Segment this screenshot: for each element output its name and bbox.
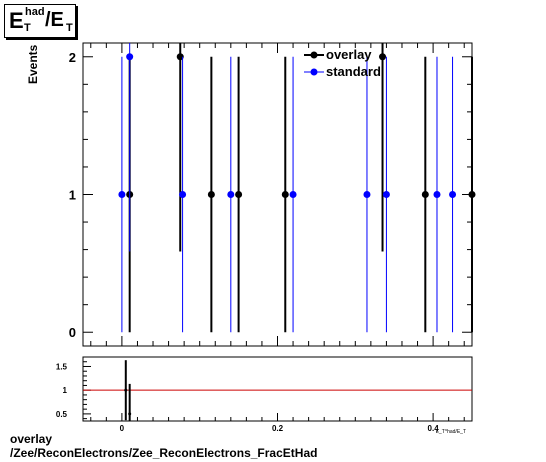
overlay-point bbox=[207, 191, 215, 198]
y-tick-label: 1 bbox=[69, 188, 76, 203]
ratio-x-tick-label: 0.4 bbox=[428, 424, 440, 433]
ratio-x-axis-label: E_T^had/E_T bbox=[436, 429, 466, 435]
overlay-point bbox=[235, 191, 243, 198]
main-data-marks bbox=[118, 43, 476, 333]
y-tick-label: 0 bbox=[69, 325, 76, 340]
title-main: E bbox=[9, 8, 24, 33]
standard-point bbox=[449, 191, 457, 198]
ratio-y-tick-label: 1 bbox=[63, 386, 68, 395]
ratio-x-tick-label: 0.2 bbox=[272, 424, 284, 433]
main-plot-frame bbox=[82, 42, 473, 347]
y-axis-label: Events bbox=[26, 44, 40, 84]
standard-point bbox=[289, 191, 297, 198]
overlay-point bbox=[379, 53, 387, 61]
standard-point bbox=[382, 191, 390, 198]
legend-standard-label: standard bbox=[326, 64, 381, 79]
ratio-data-marks bbox=[83, 360, 472, 421]
y-tick-label: 2 bbox=[69, 50, 76, 65]
legend-overlay-marker bbox=[310, 51, 318, 59]
ratio-plot-frame bbox=[82, 356, 473, 422]
ratio-axes: 0.5 1 1.5 0 0.2 0.4 bbox=[56, 361, 465, 433]
title-sub: T bbox=[24, 22, 31, 34]
footer-path: overlay /Zee/ReconElectrons/Zee_ReconEle… bbox=[10, 432, 317, 460]
standard-point bbox=[363, 191, 371, 198]
legend-standard-marker bbox=[310, 68, 318, 76]
standard-point bbox=[227, 191, 235, 198]
title-slash: /E bbox=[45, 9, 64, 31]
overlay-point bbox=[421, 191, 429, 198]
overlay-point bbox=[468, 191, 476, 198]
standard-point bbox=[433, 191, 441, 198]
ratio-x-tick-label: 0 bbox=[120, 424, 125, 433]
standard-point bbox=[179, 191, 187, 198]
ratio-point bbox=[128, 412, 132, 416]
ratio-y-tick-label: 1.5 bbox=[56, 362, 68, 371]
ratio-y-tick-label: 0.5 bbox=[56, 410, 68, 419]
footer-line-2: /Zee/ReconElectrons/Zee_ReconElectrons_F… bbox=[10, 446, 318, 460]
main-axes: 0 1 2 bbox=[69, 43, 472, 346]
ratio-point bbox=[124, 388, 128, 392]
standard-point bbox=[118, 191, 126, 198]
overlay-point bbox=[176, 53, 184, 61]
legend-overlay-label: overlay bbox=[326, 47, 372, 62]
histogram-title-box: E had T /E T bbox=[4, 4, 76, 38]
overlay-point bbox=[281, 191, 289, 198]
title-sub2: T bbox=[66, 22, 73, 34]
standard-point bbox=[126, 53, 134, 61]
legend: overlay standard bbox=[304, 47, 381, 79]
footer-line-1: overlay bbox=[10, 432, 53, 446]
title-sup: had bbox=[25, 6, 45, 18]
